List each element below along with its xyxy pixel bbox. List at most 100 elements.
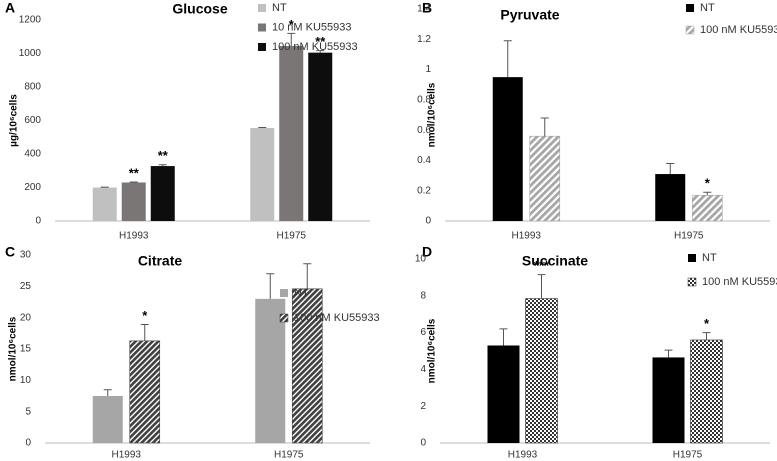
y-tick-label: 0.4 bbox=[417, 155, 431, 166]
chart-title: Citrate bbox=[138, 253, 183, 269]
legend-label: NT bbox=[294, 287, 309, 299]
significance: * bbox=[705, 176, 711, 191]
significance: * bbox=[142, 308, 148, 323]
legend-label: NT bbox=[700, 2, 715, 14]
legend-swatch bbox=[258, 43, 266, 51]
error-bar bbox=[258, 127, 267, 129]
error-bar bbox=[703, 191, 712, 196]
significance: * bbox=[289, 17, 295, 32]
y-tick-label: 0.2 bbox=[417, 185, 431, 196]
chart-title: Succinate bbox=[522, 253, 588, 269]
y-tick-label: 0 bbox=[425, 216, 431, 227]
error-bar bbox=[140, 324, 149, 341]
y-tick-label: 400 bbox=[24, 149, 41, 160]
legend-swatch bbox=[685, 25, 695, 35]
error-bar bbox=[303, 263, 312, 289]
x-tick-label: H1975 bbox=[274, 450, 304, 461]
bar bbox=[691, 194, 723, 222]
legend-swatch bbox=[258, 23, 266, 32]
error-bar bbox=[129, 181, 138, 183]
legend-swatch bbox=[687, 277, 697, 287]
legend-label: 100 nM KU55933 bbox=[702, 276, 777, 288]
bar bbox=[487, 345, 520, 443]
x-tick-label: H1975 bbox=[674, 231, 704, 242]
y-tick-label: 10 bbox=[415, 254, 427, 265]
y-axis-label: nmol/10⁶cells bbox=[427, 318, 438, 383]
chart-title: Glucose bbox=[172, 1, 227, 17]
bar bbox=[92, 187, 117, 221]
legend-swatch bbox=[688, 254, 696, 262]
y-tick-label: 4 bbox=[420, 364, 426, 375]
significance: ** bbox=[158, 148, 169, 163]
bar bbox=[150, 166, 175, 221]
y-tick-label: 30 bbox=[20, 250, 32, 261]
x-tick-label: H1975 bbox=[277, 231, 307, 242]
x-tick-label: H1993 bbox=[508, 450, 538, 461]
error-bar bbox=[702, 332, 711, 340]
bar bbox=[250, 128, 275, 221]
y-tick-label: 6 bbox=[420, 327, 426, 338]
y-axis-label: nmol/10⁶cells bbox=[427, 82, 438, 147]
panel-label: D bbox=[422, 244, 432, 260]
y-tick-label: 0.8 bbox=[417, 94, 431, 105]
y-tick-label: 20 bbox=[20, 312, 32, 323]
bar bbox=[308, 52, 333, 221]
y-tick-label: 200 bbox=[24, 182, 41, 193]
y-tick-label: 5 bbox=[25, 406, 31, 417]
bar bbox=[92, 396, 123, 443]
error-bar bbox=[316, 50, 325, 53]
bar bbox=[525, 298, 558, 444]
bar bbox=[690, 339, 723, 444]
legend-label: NT bbox=[702, 252, 717, 264]
y-tick-label: 2 bbox=[420, 401, 426, 412]
panel-label: A bbox=[5, 0, 15, 16]
error-bar bbox=[158, 164, 167, 167]
bar bbox=[529, 135, 561, 222]
bar bbox=[492, 77, 523, 222]
legend-label: 10 nM KU55933 bbox=[272, 21, 352, 33]
error-bar bbox=[103, 389, 112, 396]
y-axis-label: nmol/10⁶cells bbox=[8, 316, 19, 381]
bar bbox=[291, 288, 323, 444]
significance: ** bbox=[315, 34, 326, 49]
panel-label: C bbox=[5, 244, 15, 260]
x-tick-label: H1993 bbox=[112, 450, 142, 461]
error-bar bbox=[499, 328, 508, 346]
y-axis-label: µg/10⁶cells bbox=[9, 94, 20, 147]
bar bbox=[279, 45, 304, 222]
legend-label: 100 nM KU55933 bbox=[294, 312, 380, 324]
x-tick-label: H1975 bbox=[673, 450, 703, 461]
y-tick-label: 1000 bbox=[19, 48, 42, 59]
legend-swatch bbox=[686, 4, 694, 12]
legend-label: NT bbox=[272, 2, 287, 14]
legend-swatch bbox=[279, 313, 289, 323]
error-bar bbox=[664, 349, 673, 358]
error-bar bbox=[287, 32, 296, 46]
significance: *** bbox=[534, 258, 550, 273]
significance: ** bbox=[129, 165, 140, 180]
x-tick-label: H1993 bbox=[512, 231, 542, 242]
y-tick-label: 1.2 bbox=[417, 34, 431, 45]
significance: * bbox=[704, 316, 710, 331]
y-tick-label: 25 bbox=[20, 281, 32, 292]
y-tick-label: 1 bbox=[425, 64, 431, 75]
chart-title: Pyruvate bbox=[500, 7, 559, 23]
error-bar bbox=[537, 274, 546, 299]
panel-label: B bbox=[422, 0, 432, 16]
error-bar bbox=[666, 162, 675, 175]
x-tick-label: H1993 bbox=[119, 231, 149, 242]
y-tick-label: 0 bbox=[35, 216, 41, 227]
error-bar bbox=[540, 117, 549, 137]
legend-label: 100 nM KU55933 bbox=[272, 41, 358, 53]
bar bbox=[652, 357, 685, 443]
bar bbox=[129, 340, 161, 444]
y-tick-label: 0 bbox=[420, 438, 426, 449]
y-tick-label: 1.4 bbox=[417, 4, 431, 15]
error-bar bbox=[503, 40, 512, 78]
y-tick-label: 8 bbox=[420, 290, 426, 301]
legend-swatch bbox=[280, 289, 288, 297]
y-tick-label: 15 bbox=[20, 344, 32, 355]
y-tick-label: 0 bbox=[25, 438, 31, 449]
y-tick-label: 0.6 bbox=[417, 125, 431, 136]
